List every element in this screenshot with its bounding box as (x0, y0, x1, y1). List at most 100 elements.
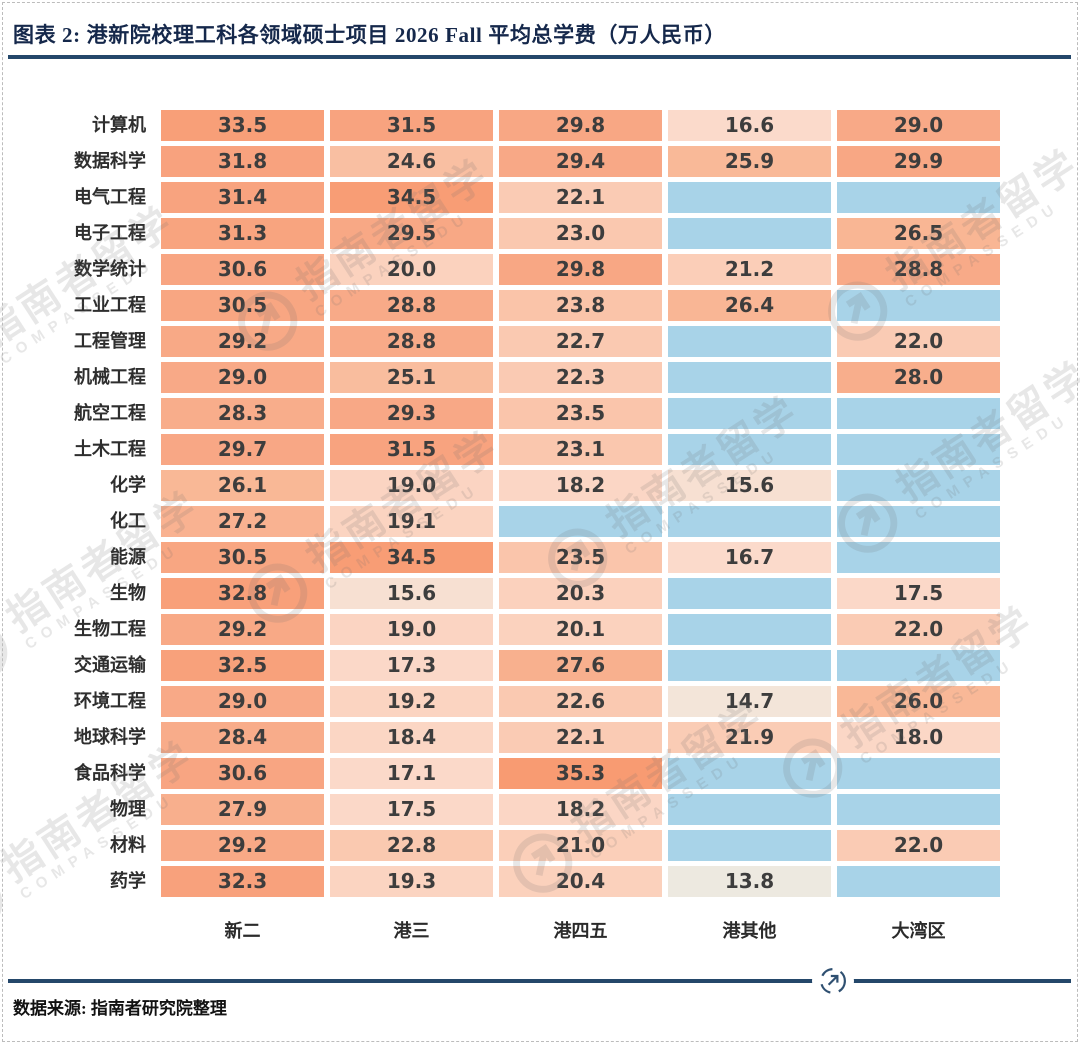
heatmap-cell: 19.2 (330, 686, 493, 717)
row-label: 环境工程 (74, 691, 146, 711)
heatmap-cell: 28.4 (161, 722, 324, 753)
heatmap-cell: 26.1 (161, 470, 324, 501)
heatmap-cell: 29.2 (161, 326, 324, 357)
row-label: 交通运输 (74, 655, 146, 675)
compass-logo-badge (812, 960, 854, 1002)
heatmap-cell: 18.2 (499, 470, 662, 501)
heatmap-cell: 19.0 (330, 614, 493, 645)
heatmap-cell: 29.7 (161, 434, 324, 465)
heatmap-cell: 28.0 (837, 362, 1000, 393)
heatmap-cell: 23.1 (499, 434, 662, 465)
heatmap-cell: 34.5 (330, 542, 493, 573)
column-header: 新二 (224, 921, 261, 941)
row-label: 电子工程 (74, 223, 146, 243)
heatmap-cell-missing (668, 614, 831, 645)
heatmap-cell: 29.8 (499, 254, 662, 285)
row-label: 生物 (110, 583, 146, 603)
heatmap-cell: 22.0 (837, 326, 1000, 357)
heatmap-cell: 26.4 (668, 290, 831, 321)
heatmap-cell-missing (668, 578, 831, 609)
heatmap-cell-missing (668, 398, 831, 429)
heatmap-cell: 25.1 (330, 362, 493, 393)
heatmap-cell: 28.8 (330, 290, 493, 321)
title-divider (8, 55, 1071, 59)
heatmap-cell-missing (837, 398, 1000, 429)
heatmap-cell: 31.5 (330, 434, 493, 465)
heatmap-cell: 15.6 (668, 470, 831, 501)
heatmap-cell-missing (668, 506, 831, 537)
heatmap-cell-missing (668, 218, 831, 249)
heatmap-cell: 18.4 (330, 722, 493, 753)
heatmap-cell: 28.3 (161, 398, 324, 429)
heatmap-cell: 17.5 (330, 794, 493, 825)
heatmap-cell: 22.1 (499, 182, 662, 213)
heatmap-cell: 22.0 (837, 830, 1000, 861)
header-spacer (6, 911, 155, 951)
heatmap-cell: 20.4 (499, 866, 662, 897)
heatmap-cell: 28.8 (837, 254, 1000, 285)
row-label: 数学统计 (74, 259, 146, 279)
row-label: 食品科学 (74, 763, 146, 783)
heatmap-cell: 18.0 (837, 722, 1000, 753)
heatmap-cell: 29.9 (837, 146, 1000, 177)
heatmap-cell: 23.0 (499, 218, 662, 249)
compass-arrow-icon (820, 968, 846, 994)
heatmap-cell: 32.8 (161, 578, 324, 609)
row-label: 工程管理 (74, 331, 146, 351)
heatmap-cell-missing (837, 542, 1000, 573)
heatmap-cell: 22.0 (837, 614, 1000, 645)
heatmap-cell-missing (668, 182, 831, 213)
heatmap-cell-missing (668, 830, 831, 861)
row-label: 数据科学 (74, 151, 146, 171)
heatmap-cell: 35.3 (499, 758, 662, 789)
heatmap-cell: 20.3 (499, 578, 662, 609)
heatmap-cell: 28.8 (330, 326, 493, 357)
heatmap-cell: 29.0 (161, 362, 324, 393)
heatmap-cell: 24.6 (330, 146, 493, 177)
heatmap-cell: 16.7 (668, 542, 831, 573)
heatmap-cell: 30.6 (161, 758, 324, 789)
heatmap-cell: 18.2 (499, 794, 662, 825)
heatmap-cell: 27.6 (499, 650, 662, 681)
heatmap-cell: 25.9 (668, 146, 831, 177)
footer-divider (8, 979, 1071, 983)
heatmap-cell-missing (837, 182, 1000, 213)
heatmap-cell: 31.8 (161, 146, 324, 177)
heatmap-cell: 29.2 (161, 614, 324, 645)
heatmap-cell: 19.3 (330, 866, 493, 897)
row-label: 化工 (110, 511, 146, 531)
heatmap-cell: 26.5 (837, 218, 1000, 249)
heatmap-cell-missing (837, 758, 1000, 789)
heatmap-cell-missing (668, 794, 831, 825)
chart-title: 图表 2: 港新院校理工科各领域硕士项目 2026 Fall 平均总学费（万人民… (13, 23, 726, 47)
row-label: 生物工程 (74, 619, 146, 639)
heatmap-cell: 22.3 (499, 362, 662, 393)
heatmap-cell-missing (837, 794, 1000, 825)
heatmap-cell: 29.0 (161, 686, 324, 717)
heatmap-cell: 33.5 (161, 110, 324, 141)
column-header: 港三 (393, 921, 430, 941)
heatmap-cell-missing (499, 506, 662, 537)
column-header: 港其他 (722, 921, 777, 941)
column-header: 港四五 (553, 921, 608, 941)
heatmap-cell: 34.5 (330, 182, 493, 213)
heatmap-cell: 19.1 (330, 506, 493, 537)
heatmap-cell: 17.5 (837, 578, 1000, 609)
heatmap-cell: 15.6 (330, 578, 493, 609)
row-label: 材料 (110, 835, 146, 855)
row-label: 土木工程 (74, 439, 146, 459)
heatmap-cell: 14.7 (668, 686, 831, 717)
heatmap-cell: 29.5 (330, 218, 493, 249)
heatmap-cell: 22.1 (499, 722, 662, 753)
row-label: 机械工程 (74, 367, 146, 387)
source-note: 数据来源: 指南者研究院整理 (13, 999, 227, 1018)
heatmap-cell: 29.4 (499, 146, 662, 177)
row-label: 航空工程 (74, 403, 146, 423)
heatmap-cell: 20.0 (330, 254, 493, 285)
heatmap-cell: 22.8 (330, 830, 493, 861)
heatmap-cell: 27.9 (161, 794, 324, 825)
heatmap-cell-missing (668, 650, 831, 681)
row-label: 计算机 (92, 115, 146, 135)
heatmap-cell: 27.2 (161, 506, 324, 537)
heatmap-cell: 22.6 (499, 686, 662, 717)
